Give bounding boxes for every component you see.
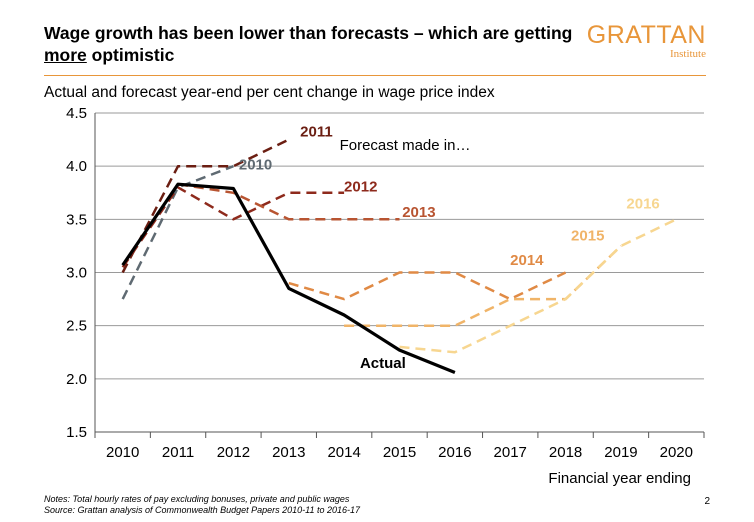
x-tick-label: 2019 (604, 444, 637, 461)
y-tick-label: 3.5 (66, 211, 87, 228)
forecast-annotation: Forecast made in… (340, 137, 471, 154)
y-tick-label: 2.5 (66, 318, 87, 335)
page-number: 2 (704, 496, 710, 507)
footnotes: Notes: Total hourly rates of pay excludi… (44, 494, 360, 516)
x-tick-label: 2018 (549, 444, 582, 461)
series-label-2012: 2012 (344, 179, 377, 196)
y-tick-label: 4.0 (66, 158, 87, 175)
x-tick-label: 2017 (494, 444, 527, 461)
x-tick-label: 2011 (162, 444, 194, 461)
x-tick-label: 2015 (383, 444, 416, 461)
chart-subtitle: Actual and forecast year-end per cent ch… (44, 84, 495, 101)
grattan-logo: GRATTAN (586, 21, 706, 49)
y-tick-label: 4.5 (66, 105, 87, 122)
title-part1: Wage growth has been lower than forecast… (44, 23, 573, 43)
series-label-2011: 2011 (300, 123, 333, 140)
series-line-2015 (344, 244, 622, 327)
series-line-2013 (177, 182, 400, 221)
x-tick-label: 2014 (327, 444, 360, 461)
series-label-2013: 2013 (402, 204, 435, 221)
y-tick-label: 1.5 (66, 424, 87, 441)
series-label-2015: 2015 (571, 228, 604, 245)
series-line-2011 (121, 138, 290, 274)
series-line-actual (121, 182, 456, 374)
y-tick-label: 3.0 (66, 265, 87, 282)
x-axis-title: Financial year ending (548, 470, 691, 487)
series-label-2010: 2010 (239, 156, 272, 173)
series-label-actual: Actual (360, 355, 406, 372)
source-text: Source: Grattan analysis of Commonwealth… (44, 505, 361, 515)
y-tick-label: 2.0 (66, 371, 87, 388)
series-label-2016: 2016 (626, 196, 659, 213)
grattan-logo-sub: Institute (669, 48, 706, 60)
series-label-2014: 2014 (510, 252, 544, 269)
x-tick-label: 2010 (106, 444, 139, 461)
series-line-2012 (121, 186, 345, 268)
chart-title: Wage growth has been lower than forecast… (44, 22, 584, 66)
x-tick-label: 2016 (438, 444, 471, 461)
x-tick-label: 2020 (660, 444, 693, 461)
series-line-2014 (288, 271, 567, 301)
series-line-2010 (121, 165, 234, 300)
title-part2: optimistic (86, 45, 175, 65)
x-tick-label: 2012 (217, 444, 250, 461)
header-rule (44, 75, 706, 76)
title-emphasis: more (44, 45, 87, 65)
series-line-2016 (399, 218, 677, 354)
notes-text: Notes: Total hourly rates of pay excludi… (44, 494, 350, 504)
x-tick-label: 2013 (272, 444, 305, 461)
